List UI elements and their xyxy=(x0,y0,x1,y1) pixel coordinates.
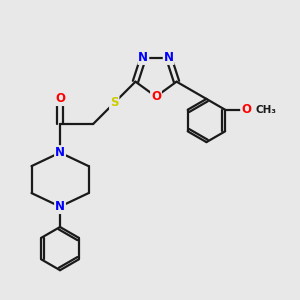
Text: N: N xyxy=(164,51,174,64)
Text: CH₃: CH₃ xyxy=(255,105,276,115)
Text: N: N xyxy=(55,146,65,159)
Text: O: O xyxy=(55,92,65,105)
Text: S: S xyxy=(110,96,118,110)
Text: O: O xyxy=(241,103,251,116)
Text: O: O xyxy=(151,90,161,103)
Text: N: N xyxy=(55,200,65,213)
Text: N: N xyxy=(138,51,148,64)
